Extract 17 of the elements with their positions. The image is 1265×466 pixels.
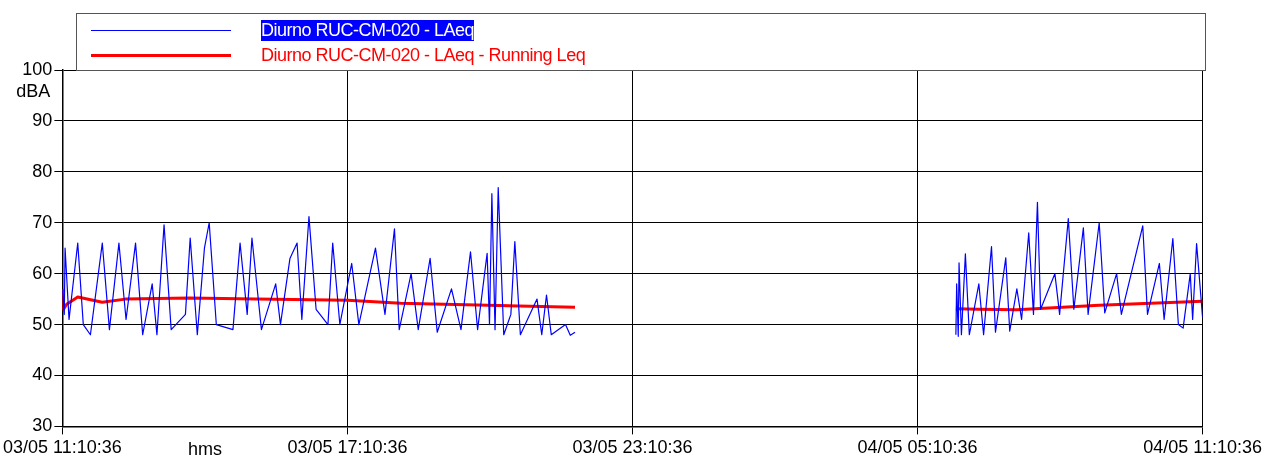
text: Diurno RUC-CM-020 - LAeq - Running Leq <box>261 45 586 66</box>
y-tick-label: 30 <box>32 415 53 436</box>
x-tick-label: 03/05 17:10:36 <box>287 437 408 458</box>
y-tick-label: 60 <box>32 262 53 283</box>
x-tick-label: 03/05 11:10:36 <box>3 437 122 458</box>
y-tick-label: 80 <box>32 160 53 181</box>
y-tick-label: 40 <box>32 364 53 385</box>
y-tick-label: 90 <box>32 109 53 130</box>
y-tick-label: 100 <box>22 58 53 79</box>
text: Diurno RUC-CM-020 - LAeq <box>261 20 475 41</box>
y-axis-title: dBA <box>16 80 51 101</box>
x-tick-label: 03/05 23:10:36 <box>572 437 693 458</box>
y-tick-label: 70 <box>32 211 53 232</box>
x-tick-label: 04/05 11:10:36 <box>1143 437 1262 458</box>
x-axis-title: hms <box>187 439 222 460</box>
y-tick-label: 50 <box>32 313 53 334</box>
x-tick-label: 04/05 05:10:36 <box>857 437 978 458</box>
